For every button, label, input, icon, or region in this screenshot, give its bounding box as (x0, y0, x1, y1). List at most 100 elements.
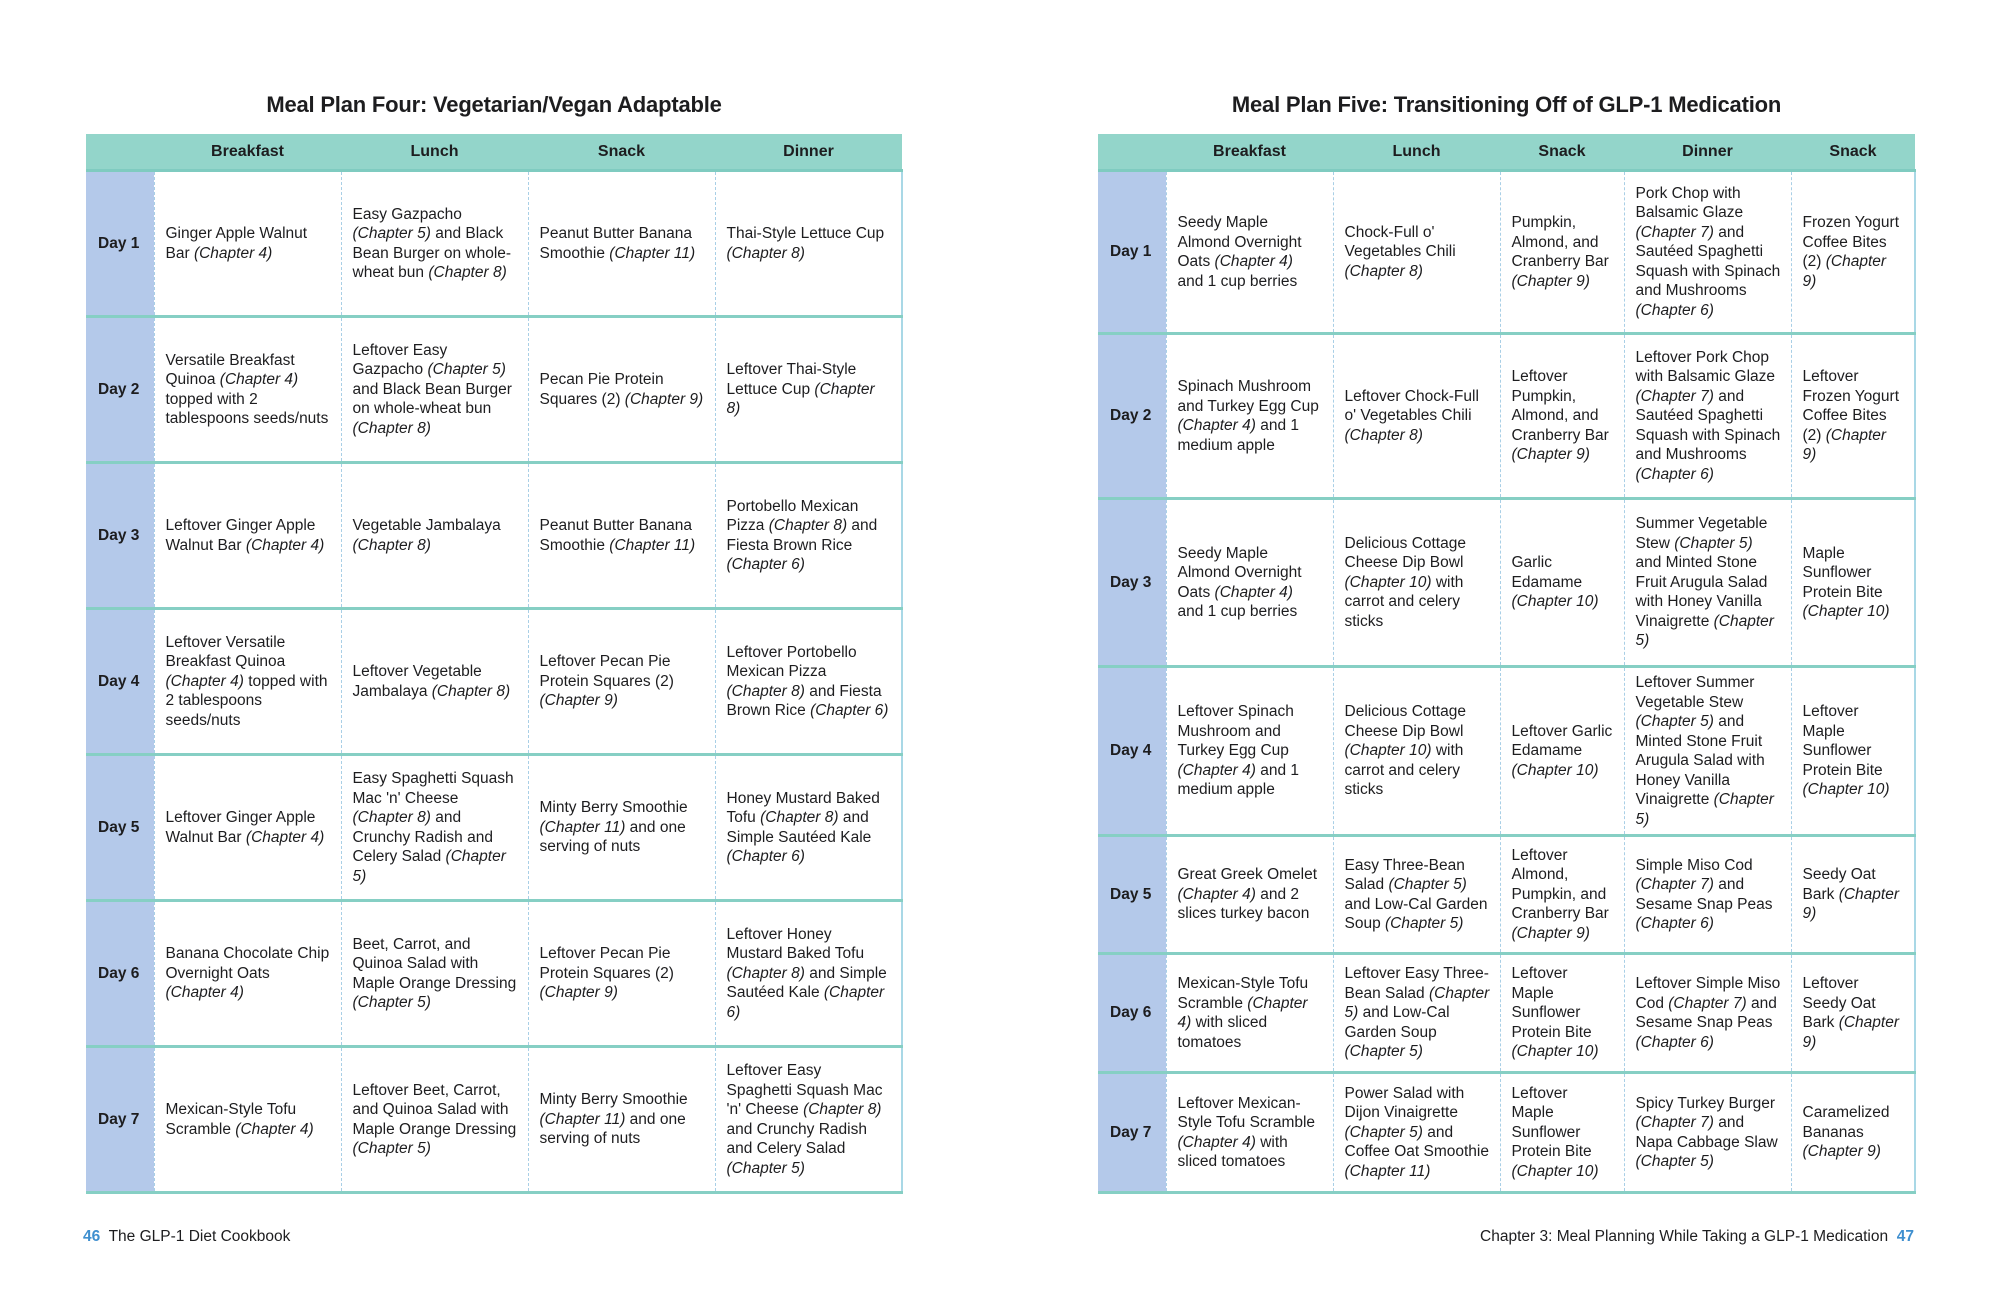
meal-cell: Vegetable Jambalaya (Chapter 8) (340, 462, 528, 610)
chapter-reference: (Chapter 8) (726, 682, 805, 700)
meal-cell: Seedy Maple Almond Overnight Oats (Chapt… (1165, 498, 1333, 668)
chapter-reference: (Chapter 11) (539, 1110, 626, 1128)
chapter-reference: (Chapter 10) (1511, 1162, 1599, 1180)
meal-cell: Leftover Easy Spaghetti Squash Mac 'n' C… (714, 1046, 903, 1194)
meal-plan-five: Meal Plan Five: Transitioning Off of GLP… (1098, 92, 1916, 1194)
chapter-reference: (Chapter 7) (1635, 387, 1714, 405)
chapter-reference: (Chapter 9) (624, 390, 704, 408)
plan-title: Meal Plan Four: Vegetarian/Vegan Adaptab… (266, 92, 722, 117)
meal-cell: Minty Berry Smoothie (Chapter 11) and on… (527, 1046, 715, 1194)
day-row: Day 4 Leftover Spinach Mushroom and Turke… (1098, 666, 1916, 837)
chapter-reference: (Chapter 8) (726, 380, 875, 418)
day-label: Day 7 (86, 1046, 154, 1194)
meal-cell: Thai-Style Lettuce Cup (Chapter 8) (714, 170, 903, 318)
chapter-reference: (Chapter 11) (1344, 1162, 1431, 1180)
meal-cell: Leftover Pork Chop with Balsamic Glaze (… (1623, 333, 1791, 500)
column-header: Breakfast (154, 134, 341, 172)
column-header: Lunch (341, 134, 528, 172)
meal-cell: Great Greek Omelet (Chapter 4) and 2 sli… (1165, 835, 1333, 955)
day-row: Day 5 Leftover Ginger Apple Walnut Bar (C… (86, 754, 903, 902)
meal-plan-four-table: Breakfast Lunch Snack Dinner Day 1 Ginger App… (86, 134, 903, 1194)
chapter-reference: (Chapter 8) (726, 244, 805, 262)
day-row: Day 5 Great Greek Omelet (Chapter 4) and … (1098, 835, 1916, 955)
meal-cell: Portobello Mexican Pizza (Chapter 8) and… (714, 462, 903, 610)
chapter-reference: (Chapter 5) (1388, 876, 1467, 893)
chapter-reference: (Chapter 11) (609, 244, 696, 262)
chapter-reference: (Chapter 10) (1511, 761, 1599, 779)
meal-cell: Leftover Seedy Oat Bark (Chapter 9) (1790, 953, 1916, 1074)
meal-cell: Spinach Mushroom and Turkey Egg Cup (Cha… (1165, 333, 1333, 500)
chapter-reference: (Chapter 6) (726, 984, 885, 1021)
chapter-reference: (Chapter 5) (1344, 984, 1490, 1022)
meal-cell: Honey Mustard Baked Tofu (Chapter 8) and… (714, 754, 903, 902)
column-header (86, 134, 154, 172)
meal-cell: Leftover Vegetable Jambalaya (Chapter 8) (340, 608, 528, 756)
meal-cell: Leftover Easy Three-Bean Salad (Chapter … (1332, 953, 1500, 1074)
meal-cell: Beet, Carrot, and Quinoa Salad with Mapl… (340, 900, 528, 1048)
meal-cell: Banana Chocolate Chip Overnight Oats (Ch… (153, 900, 341, 1048)
meal-cell: Summer Vegetable Stew (Chapter 5) and Mi… (1623, 498, 1791, 668)
chapter-reference: (Chapter 7) (1635, 876, 1714, 893)
meal-cell: Delicious Cottage Cheese Dip Bowl (Chapt… (1332, 666, 1500, 837)
chapter-reference: (Chapter 5) (1635, 612, 1774, 650)
footer-right: Chapter 3: Meal Planning While Taking a … (1480, 1228, 1914, 1246)
meal-cell: Leftover Pumpkin, Almond, and Cranberry … (1499, 333, 1624, 500)
chapter-reference: (Chapter 8) (352, 536, 431, 554)
chapter-reference: (Chapter 9) (1802, 426, 1887, 464)
meal-cell: Leftover Easy Gazpacho (Chapter 5) and B… (340, 316, 528, 464)
day-label: Day 1 (1098, 170, 1166, 335)
meal-cell: Caramelized Bananas (Chapter 9) (1790, 1072, 1916, 1194)
chapter-reference: (Chapter 7) (1635, 223, 1714, 241)
day-label: Day 6 (86, 900, 154, 1048)
chapter-title: Chapter 3: Meal Planning While Taking a … (1480, 1228, 1889, 1245)
chapter-reference: (Chapter 8) (1344, 426, 1423, 444)
day-label: Day 5 (1098, 835, 1166, 955)
meal-cell: Leftover Pecan Pie Protein Squares (2) (… (527, 900, 715, 1048)
chapter-reference: (Chapter 5) (352, 848, 506, 885)
chapter-reference: (Chapter 4) (165, 984, 244, 1002)
meal-cell: Peanut Butter Banana Smoothie (Chapter 1… (527, 462, 715, 610)
meal-cell: Delicious Cottage Cheese Dip Bowl (Chapt… (1332, 498, 1500, 668)
chapter-reference: (Chapter 8) (428, 264, 507, 281)
chapter-reference: (Chapter 9) (1802, 885, 1900, 923)
day-row: Day 7 Mexican-Style Tofu Scramble (Chapte… (86, 1046, 903, 1194)
chapter-reference: (Chapter 6) (1635, 1033, 1714, 1051)
chapter-reference: (Chapter 9) (1802, 253, 1887, 290)
day-row: Day 3 Leftover Ginger Apple Walnut Bar (C… (86, 462, 903, 610)
meal-cell: Seedy Oat Bark (Chapter 9) (1790, 835, 1916, 955)
chapter-reference: (Chapter 4) (1177, 417, 1256, 434)
chapter-reference: (Chapter 8) (352, 419, 431, 437)
column-header: Dinner (1624, 134, 1791, 172)
chapter-reference: (Chapter 4) (165, 672, 244, 690)
meal-cell: Versatile Breakfast Quinoa (Chapter 4) t… (153, 316, 341, 464)
meal-cell: Leftover Frozen Yogurt Coffee Bites (2) … (1790, 333, 1916, 500)
meal-cell: Leftover Ginger Apple Walnut Bar (Chapte… (153, 754, 341, 902)
chapter-reference: (Chapter 4) (219, 371, 299, 388)
chapter-reference: (Chapter 8) (1344, 262, 1423, 280)
day-row: Day 6 Mexican-Style Tofu Scramble (Chapte… (1098, 953, 1916, 1074)
meal-cell: Leftover Chock-Full o' Vegetables Chili … (1332, 333, 1500, 500)
chapter-reference: (Chapter 8) (726, 964, 805, 982)
meal-cell: Leftover Mexican-Style Tofu Scramble (Ch… (1165, 1072, 1333, 1194)
day-row: Day 3 Seedy Maple Almond Overnight Oats (… (1098, 498, 1916, 668)
chapter-reference: (Chapter 4) (1177, 885, 1256, 903)
chapter-reference: (Chapter 8) (803, 1101, 882, 1118)
header-row: Breakfast Lunch Snack Dinner Snack (1098, 134, 1915, 172)
chapter-reference: (Chapter 10) (1802, 781, 1890, 799)
chapter-reference: (Chapter 4) (235, 1120, 314, 1138)
day-label: Day 4 (86, 608, 154, 756)
chapter-reference: (Chapter 6) (726, 848, 805, 865)
chapter-reference: (Chapter 9) (1511, 446, 1590, 464)
day-label: Day 3 (86, 462, 154, 610)
book-title: The GLP-1 Diet Cookbook (108, 1228, 291, 1245)
day-label: Day 1 (86, 170, 154, 318)
day-row: Day 7 Leftover Mexican-Style Tofu Scrambl… (1098, 1072, 1916, 1194)
chapter-reference: (Chapter 4) (1177, 994, 1308, 1032)
column-header: Snack (528, 134, 715, 172)
header-row: Breakfast Lunch Snack Dinner (86, 134, 902, 172)
day-label: Day 4 (1098, 666, 1166, 837)
meal-cell: Mexican-Style Tofu Scramble (Chapter 4) (153, 1046, 341, 1194)
chapter-reference: (Chapter 5) (1635, 1153, 1714, 1170)
chapter-reference: (Chapter 6) (726, 556, 805, 573)
day-label: Day 2 (86, 316, 154, 464)
